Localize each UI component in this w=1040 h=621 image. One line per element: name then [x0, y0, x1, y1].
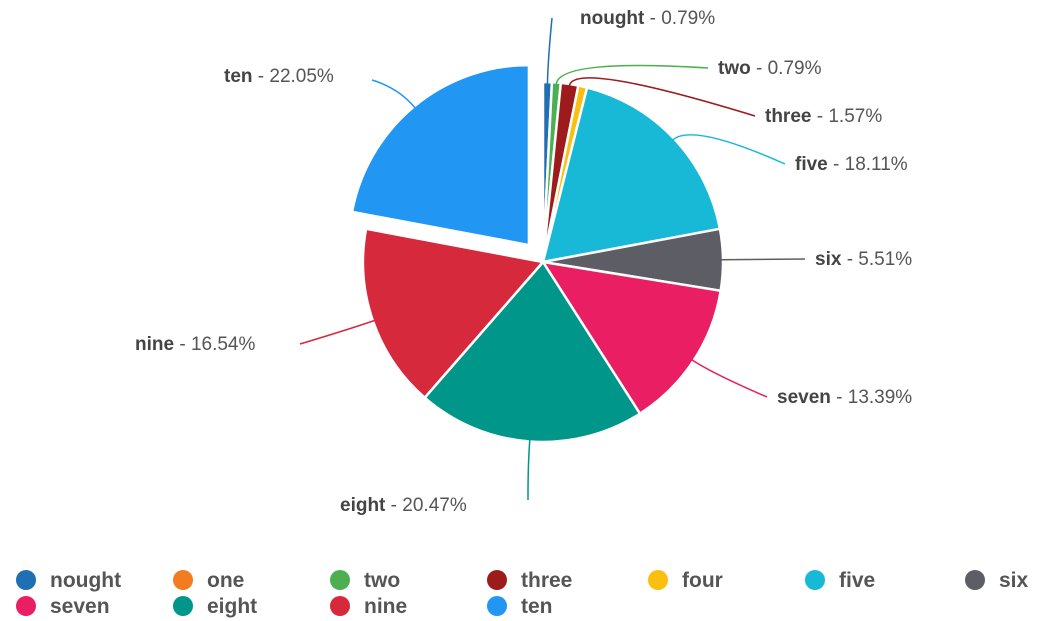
legend-label-one: one: [207, 569, 244, 592]
slice-label-eight: eight - 20.47%: [340, 495, 467, 516]
legend-label-six: six: [999, 569, 1029, 592]
leader-six: [720, 258, 806, 261]
slice-label-name: two: [718, 58, 751, 79]
slice-label-nought: nought - 0.79%: [580, 8, 715, 29]
slice-label-name: eight: [340, 495, 386, 516]
leader-seven: [691, 359, 768, 398]
slice-label-pct: - 0.79%: [751, 58, 822, 79]
legend-label-nought: nought: [50, 569, 121, 592]
legend-label-two: two: [364, 569, 400, 592]
slice-label-name: nought: [580, 8, 645, 29]
slice-label-nine: nine - 16.54%: [135, 334, 255, 355]
legend-swatch-four: [648, 570, 668, 590]
legend-item-one[interactable]: one: [173, 569, 244, 592]
legend-label-seven: seven: [50, 595, 110, 618]
slice-label-two: two - 0.79%: [718, 58, 822, 79]
slice-ten: [350, 63, 531, 247]
legend-item-three[interactable]: three: [487, 569, 572, 592]
leader-lines: [299, 17, 806, 501]
leader-nought: [546, 17, 553, 85]
slice-labels: nought - 0.79%two - 0.79%three - 1.57%fi…: [135, 8, 912, 516]
slice-label-six: six - 5.51%: [815, 249, 912, 270]
legend-swatch-one: [173, 570, 193, 590]
legend-item-seven[interactable]: seven: [16, 595, 110, 618]
slice-label-pct: - 0.79%: [644, 8, 715, 29]
leader-eight: [527, 439, 531, 501]
legend-swatch-six: [965, 570, 985, 590]
leader-three: [568, 77, 756, 117]
legend-item-six[interactable]: six: [965, 569, 1029, 592]
slice-label-pct: - 18.11%: [828, 154, 908, 175]
slice-label-seven: seven - 13.39%: [777, 387, 912, 408]
slice-label-name: seven: [777, 387, 831, 408]
legend-label-five: five: [839, 569, 875, 592]
slice-label-name: nine: [135, 334, 174, 355]
legend-swatch-five: [805, 570, 825, 590]
slice-label-name: ten: [224, 66, 253, 87]
slice-label-pct: - 16.54%: [174, 334, 255, 355]
legend-item-eight[interactable]: eight: [173, 595, 257, 618]
legend-item-five[interactable]: five: [805, 569, 875, 592]
leader-nine: [299, 319, 376, 345]
pie-slices: [350, 63, 725, 444]
leader-ten: [371, 79, 416, 109]
legend-label-nine: nine: [364, 595, 407, 618]
legend-label-ten: ten: [521, 595, 553, 618]
legend-swatch-ten: [487, 596, 507, 616]
leader-two: [555, 64, 709, 85]
slice-label-pct: - 22.05%: [253, 66, 334, 87]
slice-label-pct: - 20.47%: [385, 495, 466, 516]
legend-swatch-eight: [173, 596, 193, 616]
slice-label-three: three - 1.57%: [765, 106, 882, 127]
slice-label-ten: ten - 22.05%: [224, 66, 334, 87]
slice-label-five: five - 18.11%: [795, 154, 908, 175]
legend-item-four[interactable]: four: [648, 569, 723, 592]
slice-label-pct: - 5.51%: [841, 249, 912, 270]
legend-item-nine[interactable]: nine: [330, 595, 407, 618]
legend-swatch-nine: [330, 596, 350, 616]
legend-label-eight: eight: [207, 595, 257, 618]
legend-label-three: three: [521, 569, 572, 592]
legend-item-nought[interactable]: nought: [16, 569, 121, 592]
legend-swatch-seven: [16, 596, 36, 616]
slice-label-name: three: [765, 106, 811, 127]
legend-label-four: four: [682, 569, 723, 592]
legend-item-ten[interactable]: ten: [487, 595, 553, 618]
legend: nought one two three four five six seven eight ni…: [16, 569, 1029, 618]
slice-label-name: five: [795, 154, 828, 175]
legend-item-two[interactable]: two: [330, 569, 400, 592]
legend-swatch-nought: [16, 570, 36, 590]
slice-label-pct: - 13.39%: [831, 387, 912, 408]
slice-label-pct: - 1.57%: [811, 106, 882, 127]
leader-five: [672, 134, 786, 165]
slice-label-name: six: [815, 249, 842, 270]
legend-swatch-three: [487, 570, 507, 590]
legend-swatch-two: [330, 570, 350, 590]
